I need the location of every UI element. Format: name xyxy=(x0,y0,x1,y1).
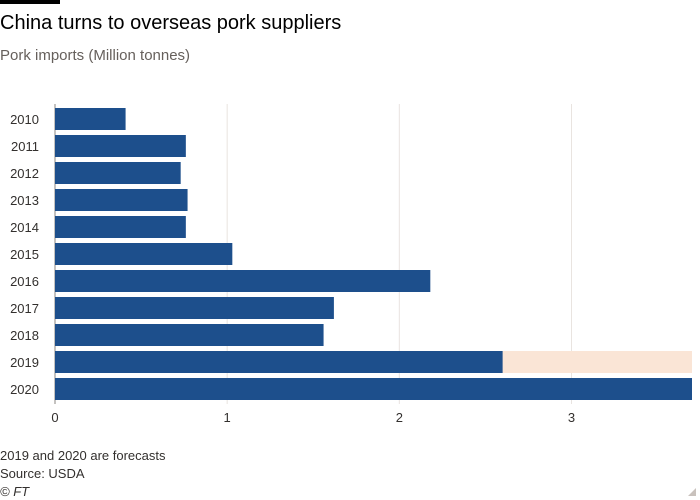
forecast-note: 2019 and 2020 are forecasts xyxy=(0,448,166,463)
category-label: 2017 xyxy=(10,301,39,316)
category-label: 2014 xyxy=(10,220,39,235)
category-label: 2019 xyxy=(10,355,39,370)
bar-2018 xyxy=(55,324,324,346)
category-label: 2016 xyxy=(10,274,39,289)
category-label: 2015 xyxy=(10,247,39,262)
bar-2015 xyxy=(55,243,233,265)
category-labels: 2010 2011 2012 2013 2014 2015 2016 2017 2018 2019… xyxy=(10,112,39,397)
category-label: 2018 xyxy=(10,328,39,343)
bar-2016 xyxy=(55,270,431,292)
category-label: 2020 xyxy=(10,382,39,397)
bar-2019 xyxy=(55,351,503,373)
bars xyxy=(55,108,692,400)
chart-subtitle: Pork imports (Million tonnes) xyxy=(0,47,191,64)
top-rule xyxy=(0,0,60,4)
category-label: 2011 xyxy=(11,139,39,154)
bar-2010 xyxy=(55,108,126,130)
x-tick-labels: 0 1 2 3 xyxy=(51,410,575,425)
bar-2011 xyxy=(55,135,186,157)
bar-2020 xyxy=(55,378,692,400)
bar-2014 xyxy=(55,216,186,238)
resize-corner-icon xyxy=(688,488,696,496)
x-tick-label: 1 xyxy=(224,410,231,425)
category-label: 2012 xyxy=(10,166,39,181)
x-tick-label: 2 xyxy=(396,410,403,425)
category-label: 2013 xyxy=(10,193,39,208)
chart-title: China turns to overseas pork suppliers xyxy=(0,12,342,34)
bar-chart: 2010201120122013201420152016201720182019… xyxy=(10,104,692,425)
x-tick-label: 0 xyxy=(51,410,58,425)
x-tick-label: 3 xyxy=(568,410,575,425)
bar-2017 xyxy=(55,297,334,319)
bar-2012 xyxy=(55,162,181,184)
bar-2013 xyxy=(55,189,188,211)
credit-note: © FT xyxy=(0,484,30,499)
source-note: Source: USDA xyxy=(0,466,85,481)
category-label: 2010 xyxy=(10,112,39,127)
